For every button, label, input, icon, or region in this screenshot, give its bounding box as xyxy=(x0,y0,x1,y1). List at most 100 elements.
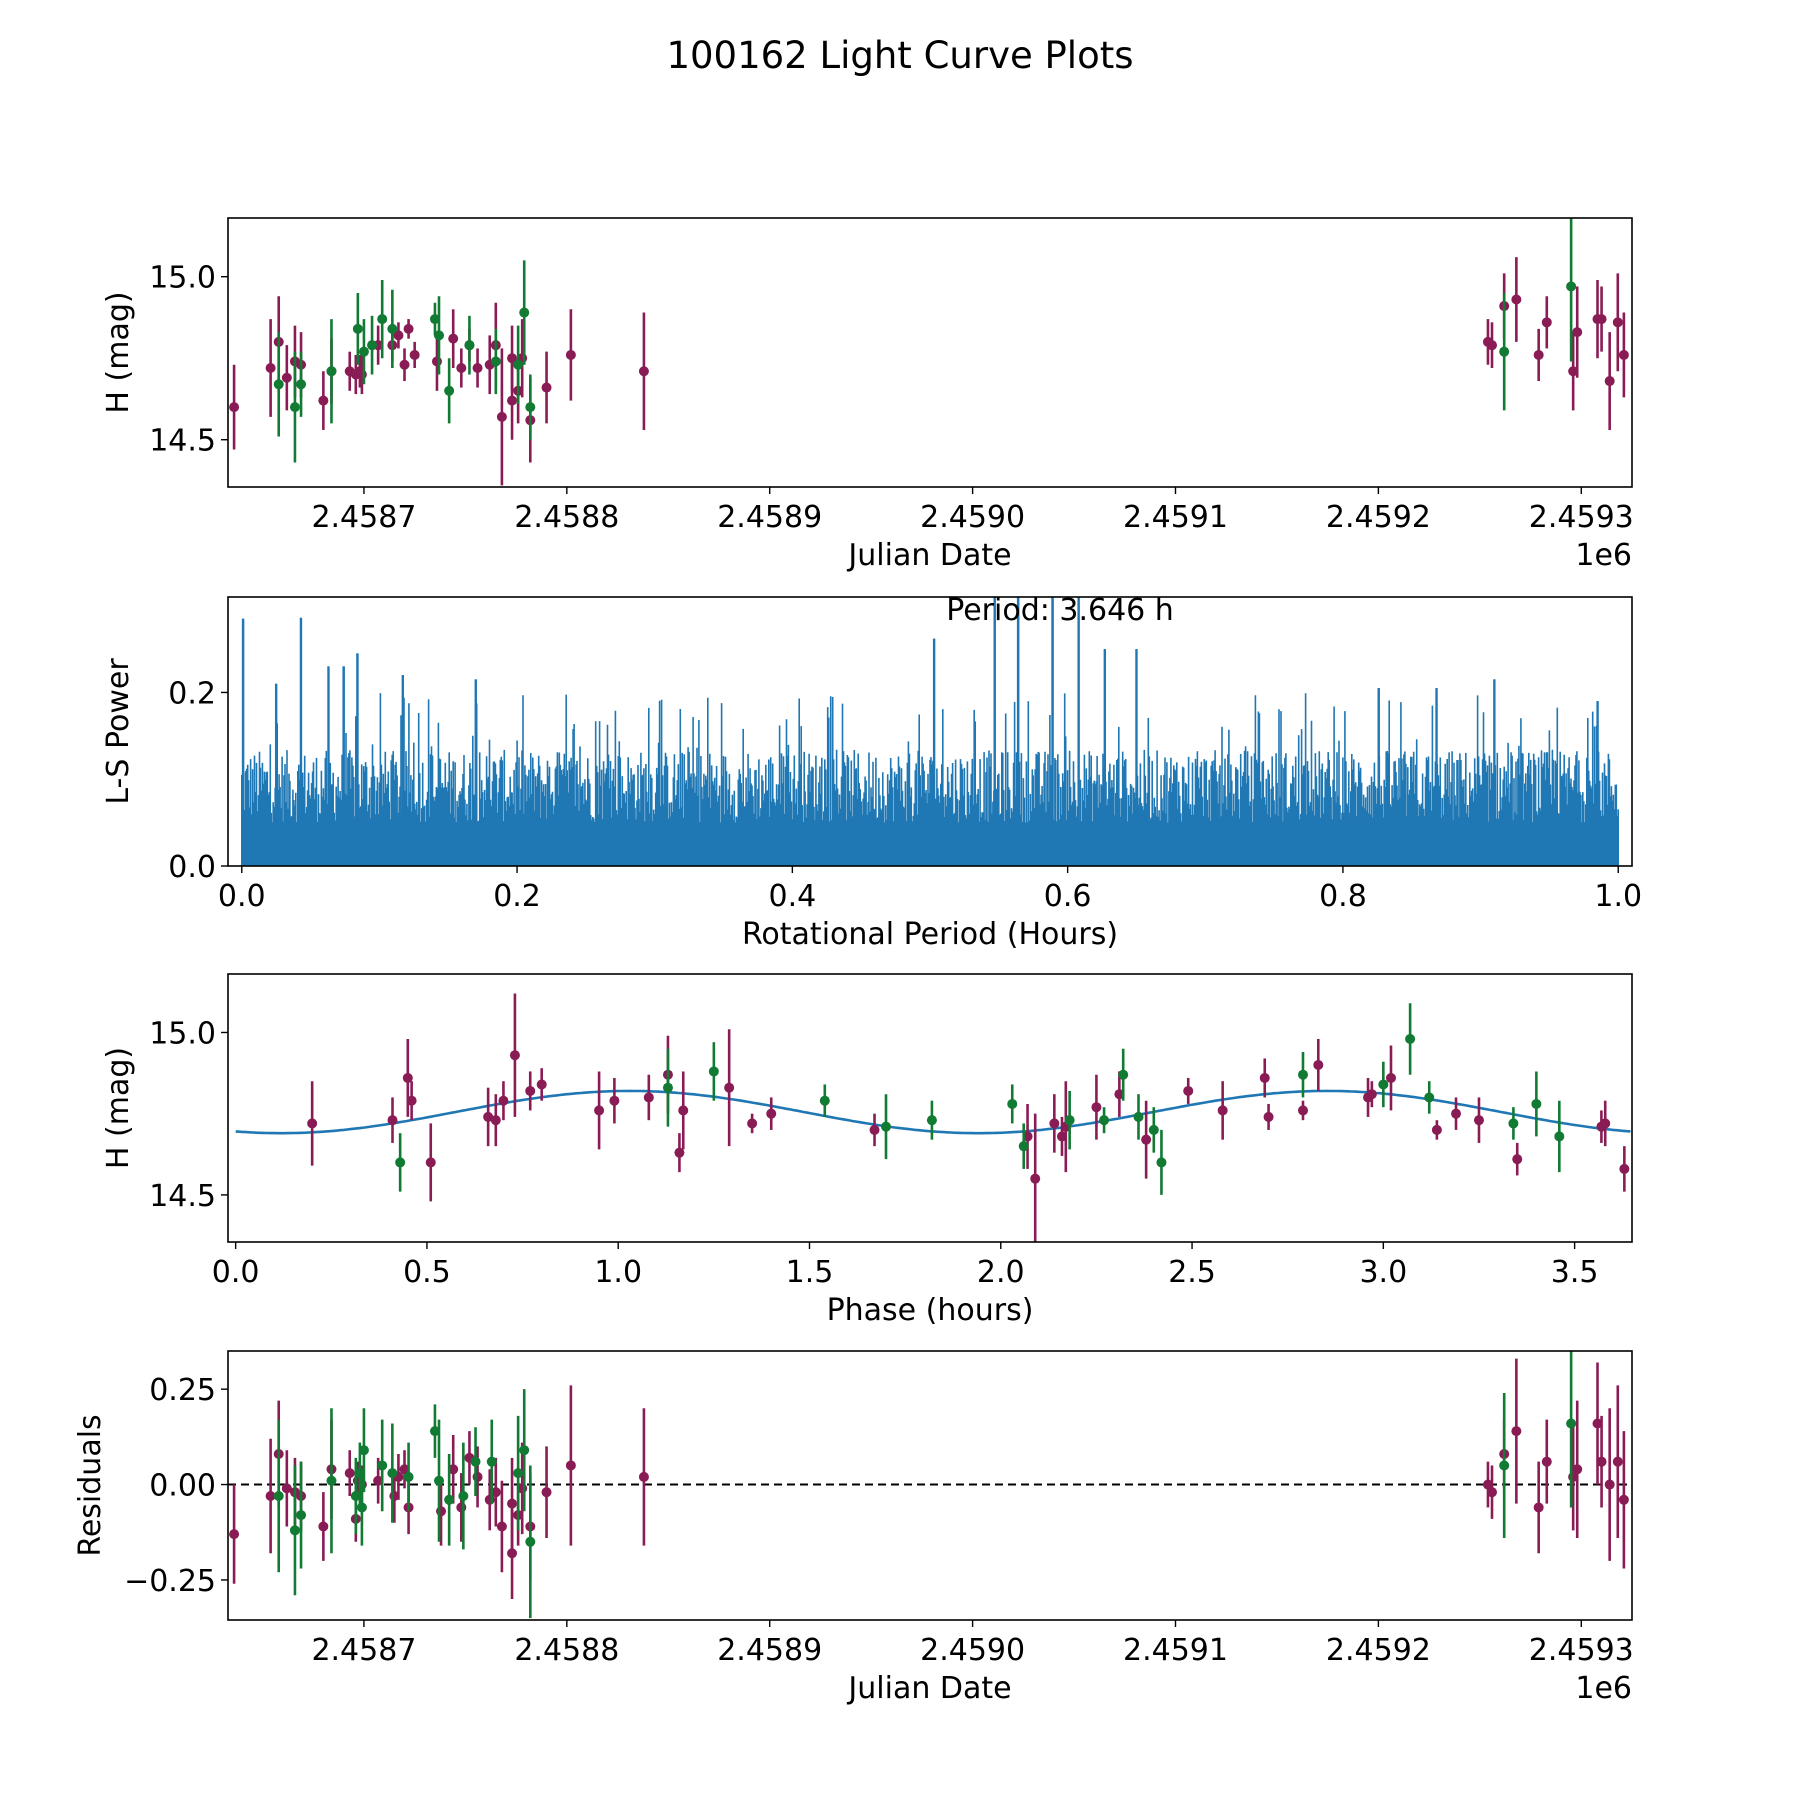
data-point xyxy=(1487,340,1498,351)
data-point xyxy=(387,1468,398,1479)
data-point xyxy=(519,1445,530,1456)
x-axis-label: Phase (hours) xyxy=(827,1293,1034,1328)
periodogram-line xyxy=(241,597,1619,866)
data-point xyxy=(1297,1105,1308,1116)
x-tick-label: 0.0 xyxy=(218,879,266,914)
y-tick-label: 14.5 xyxy=(149,424,216,459)
data-point xyxy=(352,323,363,334)
data-point xyxy=(1217,1105,1228,1116)
data-point xyxy=(1141,1134,1152,1145)
data-point xyxy=(281,1483,292,1494)
data-point xyxy=(869,1124,880,1135)
data-point xyxy=(1566,281,1577,292)
data-point xyxy=(1263,1111,1274,1122)
data-point xyxy=(1592,1418,1603,1429)
data-point xyxy=(1114,1089,1125,1100)
data-point xyxy=(1022,1131,1033,1142)
data-point xyxy=(1566,1418,1577,1429)
x-tick-label: 2.4592 xyxy=(1326,1633,1431,1668)
x-tick-label: 2.4587 xyxy=(311,500,416,535)
y-tick-label: 15.0 xyxy=(149,261,216,296)
panel-light-curve: 2.4587 2.4588 2.4589 2.4590 2.4591 2.4592 2.45… xyxy=(101,217,1634,573)
axes-frame xyxy=(227,1350,1633,1621)
y-tick-label: 0.0 xyxy=(168,850,216,885)
data-point xyxy=(409,349,420,360)
data-point xyxy=(881,1121,892,1132)
y-tick-label: 14.5 xyxy=(149,1179,216,1214)
data-point xyxy=(273,379,284,390)
data-point xyxy=(766,1108,777,1119)
data-point xyxy=(565,1460,576,1471)
data-point xyxy=(1604,376,1615,387)
data-point xyxy=(509,1050,520,1061)
data-point xyxy=(565,349,576,360)
data-point xyxy=(525,1536,536,1547)
data-point xyxy=(1007,1098,1018,1109)
data-point xyxy=(1533,349,1544,360)
x-tick-label: 2.4591 xyxy=(1123,1633,1228,1668)
data-point xyxy=(344,1468,355,1479)
data-point xyxy=(444,385,455,396)
x-tick-label: 3.0 xyxy=(1359,1255,1407,1290)
x-tick-label: 2.4588 xyxy=(514,500,619,535)
data-point xyxy=(525,402,536,413)
x-tick-label: 2.4593 xyxy=(1529,1633,1634,1668)
data-point xyxy=(403,1471,414,1482)
y-tick-label: −0.25 xyxy=(124,1564,216,1599)
data-point xyxy=(265,362,276,373)
figure-title: 100162 Light Curve Plots xyxy=(666,34,1133,77)
data-point xyxy=(472,1471,483,1482)
x-axis-label: Julian Date xyxy=(846,538,1011,573)
data-point xyxy=(724,1082,735,1093)
data-point xyxy=(1612,317,1623,328)
data-point xyxy=(1508,1118,1519,1129)
panel-periodogram: Period: 3.646 h 0.0 0.2 0.4 0.6 0.8 1.0 0.0 0.2 R… xyxy=(101,593,1642,952)
data-point xyxy=(678,1105,689,1116)
data-point xyxy=(594,1105,605,1116)
data-point xyxy=(490,1487,501,1498)
data-point xyxy=(1366,1089,1377,1100)
data-point xyxy=(358,346,369,357)
data-point xyxy=(1099,1115,1110,1126)
panel-phased-light-curve: 0.0 0.5 1.0 1.5 2.0 2.5 3.0 3.5 14.5 15.0 Phase (h… xyxy=(101,973,1633,1328)
data-point xyxy=(1604,1479,1615,1490)
axes-frame xyxy=(227,596,1633,867)
data-point xyxy=(434,330,445,341)
data-point xyxy=(273,1490,284,1501)
x-tick-label: 2.4589 xyxy=(717,1633,822,1668)
data-point xyxy=(448,1464,459,1475)
data-point xyxy=(1018,1141,1029,1152)
data-point xyxy=(1156,1157,1167,1168)
data-point xyxy=(1596,1456,1607,1467)
data-point xyxy=(643,1092,654,1103)
data-point xyxy=(434,1475,445,1486)
x-tick-label: 2.0 xyxy=(977,1255,1025,1290)
plot-area-periodogram xyxy=(241,597,1619,866)
data-point xyxy=(436,1506,447,1517)
plot-area-phased-light-curve xyxy=(235,993,1631,1242)
period-annotation: Period: 3.646 h xyxy=(946,593,1174,628)
x-tick-label: 0.4 xyxy=(768,879,816,914)
y-axis-label: Residuals xyxy=(73,1414,108,1556)
x-tick-label: 2.4592 xyxy=(1326,500,1431,535)
data-point xyxy=(377,1460,388,1471)
y-tick-label: 0.00 xyxy=(149,1469,216,1504)
x-axis-label: Rotational Period (Hours) xyxy=(742,917,1118,952)
data-point xyxy=(1511,294,1522,305)
data-point xyxy=(1600,1118,1611,1129)
data-point xyxy=(356,369,367,380)
series-filter-a xyxy=(307,993,1630,1242)
data-point xyxy=(496,1521,507,1532)
data-point xyxy=(1618,349,1629,360)
y-axis-label: H (mag) xyxy=(101,1047,136,1169)
data-point xyxy=(1064,1115,1075,1126)
data-point xyxy=(429,314,440,325)
x-tick-label: 1.0 xyxy=(1594,879,1642,914)
data-point xyxy=(326,366,337,377)
data-point xyxy=(1499,1460,1510,1471)
x-tick-label: 1.0 xyxy=(594,1255,642,1290)
y-tick-label: 0.2 xyxy=(168,676,216,711)
data-point xyxy=(1541,317,1552,328)
data-point xyxy=(444,1494,455,1505)
x-offset-label: 1e6 xyxy=(1575,1671,1632,1706)
